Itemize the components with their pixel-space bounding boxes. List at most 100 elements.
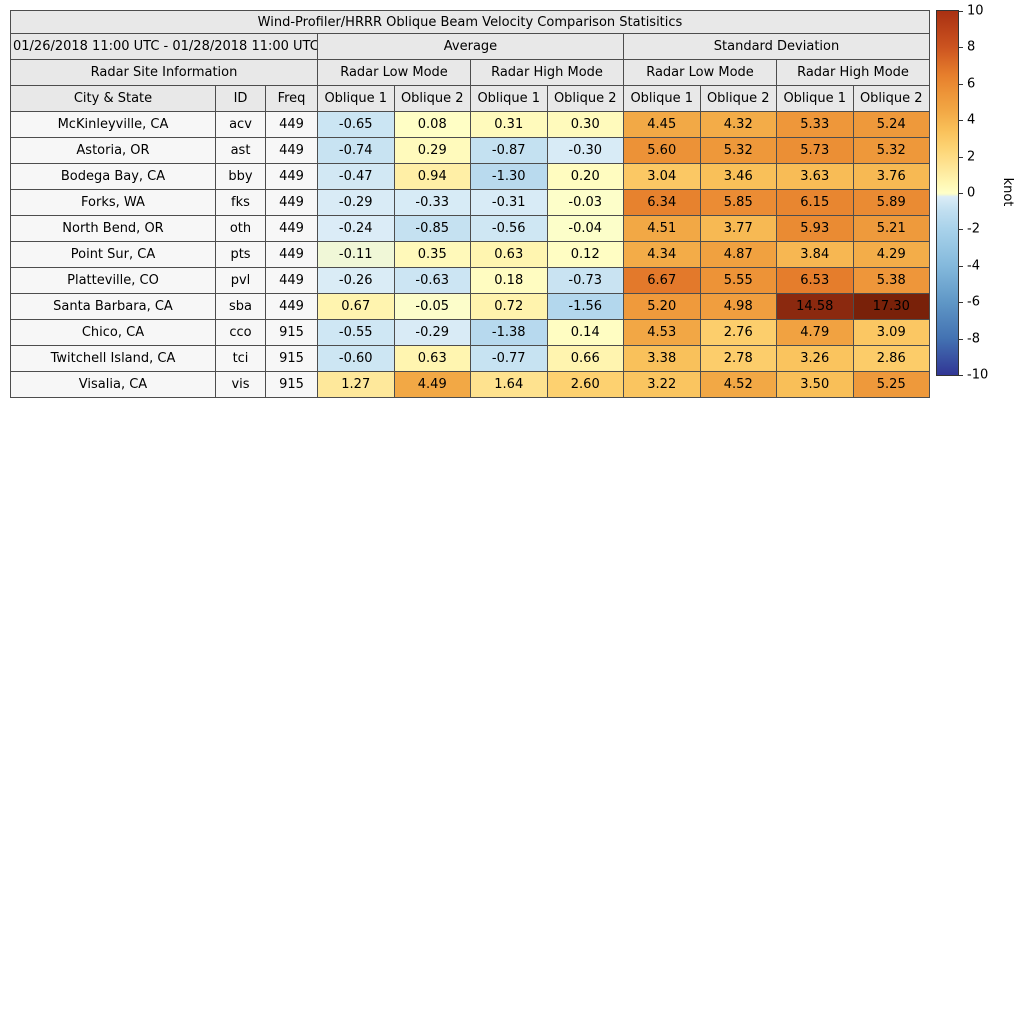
value-cell: 4.49 [393, 371, 471, 398]
value-cell: -0.05 [393, 293, 471, 320]
value-cell: 3.04 [623, 163, 701, 190]
table-row: Chico, CA cco 915 -0.55 -0.29 -1.38 0.14 4.5… [10, 319, 930, 346]
colorbar-gradient [936, 10, 959, 376]
oblique-2-header: Oblique 2 [852, 85, 930, 112]
value-cell: 4.29 [852, 241, 930, 268]
value-cell: -0.87 [470, 137, 548, 164]
value-cell: -0.73 [546, 267, 624, 294]
value-cell: -0.26 [317, 267, 395, 294]
value-cell: 5.73 [776, 137, 854, 164]
table-row: Astoria, OR ast 449 -0.74 0.29 -0.87 -0.30 5… [10, 137, 930, 164]
table-row: McKinleyville, CA acv 449 -0.65 0.08 0.31 0… [10, 111, 930, 138]
value-cell: -0.55 [317, 319, 395, 346]
avg-low-mode-header: Radar Low Mode [317, 59, 471, 86]
value-cell: 0.14 [546, 319, 624, 346]
oblique-2-header: Oblique 2 [546, 85, 624, 112]
value-cell: 3.63 [776, 163, 854, 190]
value-cell: 0.63 [393, 345, 471, 372]
freq-cell: 915 [265, 345, 318, 372]
table-row: North Bend, OR oth 449 -0.24 -0.85 -0.56 -0… [10, 215, 930, 242]
id-cell: oth [215, 215, 266, 242]
city-cell: McKinleyville, CA [10, 111, 216, 138]
colorbar-tick-mark [959, 265, 963, 267]
freq-header: Freq [265, 85, 318, 112]
value-cell: 5.33 [776, 111, 854, 138]
id-cell: vis [215, 371, 266, 398]
table-row: Visalia, CA vis 915 1.27 4.49 1.64 2.60 3.22… [10, 371, 930, 398]
value-cell: 0.30 [546, 111, 624, 138]
city-cell: Twitchell Island, CA [10, 345, 216, 372]
value-cell: 0.08 [393, 111, 471, 138]
value-cell: -0.63 [393, 267, 471, 294]
freq-cell: 915 [265, 319, 318, 346]
value-cell: 0.29 [393, 137, 471, 164]
freq-cell: 915 [265, 371, 318, 398]
freq-cell: 449 [265, 241, 318, 268]
value-cell: 2.86 [852, 345, 930, 372]
colorbar-tick-label: -4 [967, 258, 980, 274]
value-cell: 5.60 [623, 137, 701, 164]
value-cell: 0.72 [470, 293, 548, 320]
value-cell: -0.74 [317, 137, 395, 164]
value-cell: -0.03 [546, 189, 624, 216]
value-cell: 4.32 [699, 111, 777, 138]
table-row: Twitchell Island, CA tci 915 -0.60 0.63 -0… [10, 345, 930, 372]
value-cell: 4.87 [699, 241, 777, 268]
value-cell: 1.27 [317, 371, 395, 398]
value-cell: -0.11 [317, 241, 395, 268]
value-cell: 6.53 [776, 267, 854, 294]
value-cell: 2.78 [699, 345, 777, 372]
stats-table-wrap: Wind-Profiler/HRRR Oblique Beam Velocity… [10, 10, 930, 398]
value-cell: 0.94 [393, 163, 471, 190]
value-cell: -0.65 [317, 111, 395, 138]
value-cell: 17.30 [852, 293, 930, 320]
city-cell: North Bend, OR [10, 215, 216, 242]
id-cell: sba [215, 293, 266, 320]
value-cell: 6.15 [776, 189, 854, 216]
colorbar-tick-label: -6 [967, 294, 980, 310]
id-cell: acv [215, 111, 266, 138]
freq-cell: 449 [265, 137, 318, 164]
group-header-row: 01/26/2018 11:00 UTC - 01/28/2018 11:00 … [10, 33, 930, 60]
site-info-header: Radar Site Information [10, 59, 318, 86]
value-cell: 3.22 [623, 371, 701, 398]
value-cell: -0.31 [470, 189, 548, 216]
value-cell: -0.24 [317, 215, 395, 242]
value-cell: -0.77 [470, 345, 548, 372]
value-cell: -1.56 [546, 293, 624, 320]
oblique-2-header: Oblique 2 [393, 85, 471, 112]
value-cell: 3.84 [776, 241, 854, 268]
table-row: Bodega Bay, CA bby 449 -0.47 0.94 -1.30 0.2… [10, 163, 930, 190]
table-row: Santa Barbara, CA sba 449 0.67 -0.05 0.72-… [10, 293, 930, 320]
value-cell: 0.66 [546, 345, 624, 372]
value-cell: 4.51 [623, 215, 701, 242]
value-cell: 3.38 [623, 345, 701, 372]
colorbar-tick-mark [959, 229, 963, 231]
id-cell: ast [215, 137, 266, 164]
city-cell: Santa Barbara, CA [10, 293, 216, 320]
colorbar-tick-mark [959, 11, 963, 12]
value-cell: 0.31 [470, 111, 548, 138]
id-cell: fks [215, 189, 266, 216]
id-cell: pts [215, 241, 266, 268]
colorbar-label: knot [1000, 177, 1015, 207]
value-cell: -0.29 [317, 189, 395, 216]
oblique-1-header: Oblique 1 [776, 85, 854, 112]
value-cell: -0.85 [393, 215, 471, 242]
value-cell: -1.38 [470, 319, 548, 346]
average-group-header: Average [317, 33, 624, 60]
freq-cell: 449 [265, 111, 318, 138]
city-cell: Visalia, CA [10, 371, 216, 398]
id-cell: pvl [215, 267, 266, 294]
stats-table: Wind-Profiler/HRRR Oblique Beam Velocity… [10, 10, 930, 398]
value-cell: 6.34 [623, 189, 701, 216]
value-cell: 3.77 [699, 215, 777, 242]
colorbar-tick-label: -8 [967, 331, 980, 347]
colorbar-tick-label: -10 [967, 367, 989, 383]
value-cell: 2.60 [546, 371, 624, 398]
value-cell: 0.35 [393, 241, 471, 268]
colorbar-tick-mark [959, 193, 963, 194]
freq-cell: 449 [265, 189, 318, 216]
value-cell: 3.46 [699, 163, 777, 190]
